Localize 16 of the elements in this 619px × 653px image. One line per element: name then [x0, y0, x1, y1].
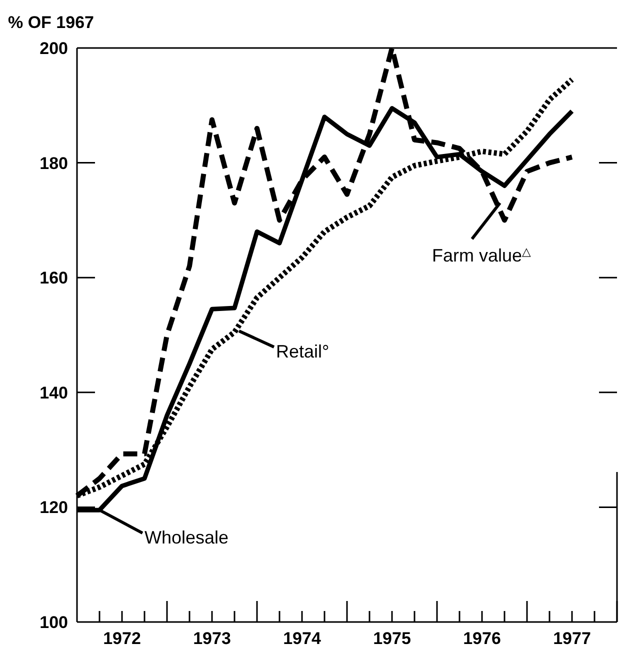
annotation: Farm value$^{△}$: [432, 244, 532, 266]
annotation: Wholesale: [144, 527, 229, 548]
x-tick-label: 1976: [463, 629, 501, 648]
y-tick-label: 100: [40, 612, 68, 632]
x-tick-label: 1975: [373, 629, 411, 648]
x-tick-label: 1972: [103, 629, 141, 648]
x-tick-label: 1973: [193, 629, 231, 648]
annotation: Retail°: [276, 341, 330, 362]
y-axis-title: % OF 1967: [8, 13, 94, 32]
x-tick-label: 1974: [283, 629, 322, 648]
y-tick-label: 120: [40, 498, 68, 518]
y-tick-label: 140: [40, 383, 68, 402]
x-tick-label: 1977: [553, 629, 591, 648]
y-tick-label: 180: [40, 154, 68, 173]
y-tick-label: 200: [40, 38, 68, 58]
y-tick-label: 160: [40, 268, 68, 288]
